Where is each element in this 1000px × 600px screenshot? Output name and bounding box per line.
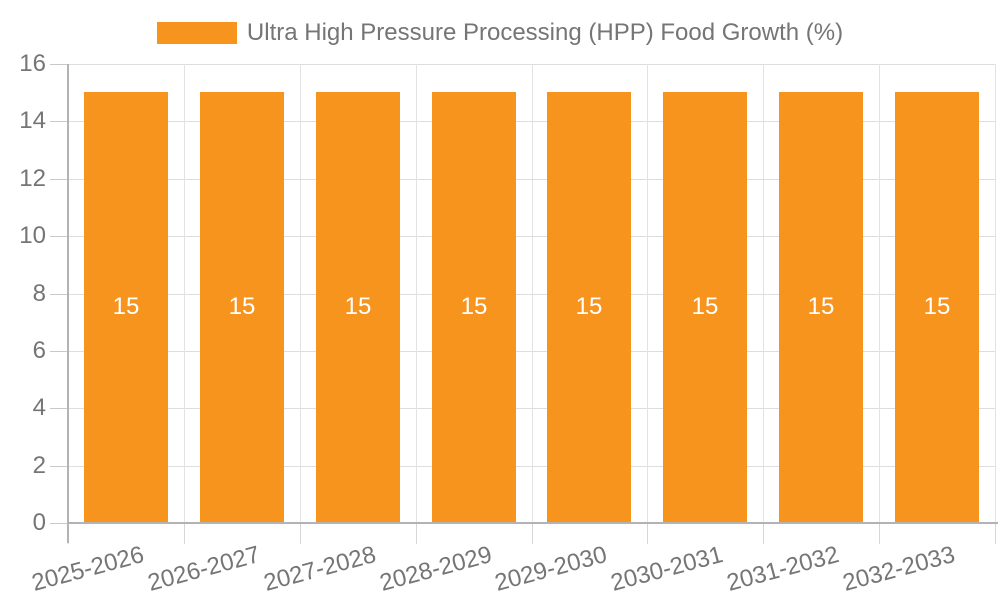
bar: 15	[84, 92, 168, 522]
bar-value-label: 15	[923, 293, 951, 320]
x-grid-line	[879, 64, 880, 523]
y-grid-line	[68, 351, 995, 352]
x-grid-line	[532, 64, 533, 523]
bar-value-label: 15	[807, 293, 835, 320]
x-axis-tick	[184, 524, 185, 544]
x-axis-label: 2031-2032	[724, 541, 842, 597]
y-grid-line	[68, 121, 995, 122]
x-axis-tick	[300, 524, 301, 544]
x-axis-label: 2025-2026	[29, 541, 147, 597]
bar-value-label: 15	[344, 293, 372, 320]
y-grid-line	[68, 64, 995, 65]
bar: 15	[663, 92, 747, 522]
y-axis-tick	[50, 466, 68, 467]
bar: 15	[200, 92, 284, 522]
x-axis-label: 2032-2033	[840, 541, 958, 597]
x-grid-line	[416, 64, 417, 523]
x-axis-tick	[879, 524, 880, 544]
x-axis-label: 2030-2031	[608, 541, 726, 597]
y-grid-line	[68, 466, 995, 467]
y-axis-label: 12	[19, 165, 46, 192]
bar: 15	[547, 92, 631, 522]
legend[interactable]: Ultra High Pressure Processing (HPP) Foo…	[0, 19, 1000, 46]
y-axis-label: 0	[32, 509, 46, 536]
x-axis-tick	[416, 524, 417, 544]
y-axis-label: 4	[32, 394, 46, 421]
y-grid-line	[68, 236, 995, 237]
y-axis-label: 10	[19, 222, 46, 249]
y-axis-tick	[50, 408, 68, 409]
y-axis-tick	[50, 523, 68, 524]
bar-value-label: 15	[228, 293, 256, 320]
y-axis-tick	[50, 236, 68, 237]
x-grid-line	[300, 64, 301, 523]
x-grid-line	[647, 64, 648, 523]
y-axis-label: 2	[32, 452, 46, 479]
x-axis-label: 2026-2027	[145, 541, 263, 597]
legend-label: Ultra High Pressure Processing (HPP) Foo…	[246, 19, 844, 46]
y-grid-line	[68, 294, 995, 295]
y-axis-tick	[50, 351, 68, 352]
x-axis-tick	[532, 524, 533, 544]
x-axis-tick	[647, 524, 648, 544]
legend-swatch-icon	[156, 22, 237, 44]
y-axis-line	[67, 64, 69, 543]
x-grid-line	[995, 64, 996, 523]
y-axis-label: 6	[32, 337, 46, 364]
y-axis-tick	[50, 294, 68, 295]
x-axis-line	[68, 522, 998, 524]
x-axis-tick	[763, 524, 764, 544]
bar-value-label: 15	[691, 293, 719, 320]
bar-value-label: 15	[460, 293, 488, 320]
y-axis-tick	[50, 64, 68, 65]
y-axis-tick	[50, 121, 68, 122]
x-axis-label: 2029-2030	[492, 541, 610, 597]
y-grid-line	[68, 408, 995, 409]
y-axis-label: 14	[19, 107, 46, 134]
x-grid-line	[184, 64, 185, 523]
y-axis-label: 16	[19, 50, 46, 77]
y-grid-line	[68, 179, 995, 180]
x-grid-line	[763, 64, 764, 523]
y-axis-tick	[50, 179, 68, 180]
y-axis-label: 8	[32, 280, 46, 307]
x-axis-label: 2027-2028	[261, 541, 379, 597]
bar: 15	[895, 92, 979, 522]
bar: 15	[316, 92, 400, 522]
x-axis-label: 2028-2029	[377, 541, 495, 597]
bar-value-label: 15	[575, 293, 603, 320]
bar-value-label: 15	[112, 293, 140, 320]
x-axis-tick	[995, 524, 996, 544]
bar: 15	[779, 92, 863, 522]
bar: 15	[432, 92, 516, 522]
